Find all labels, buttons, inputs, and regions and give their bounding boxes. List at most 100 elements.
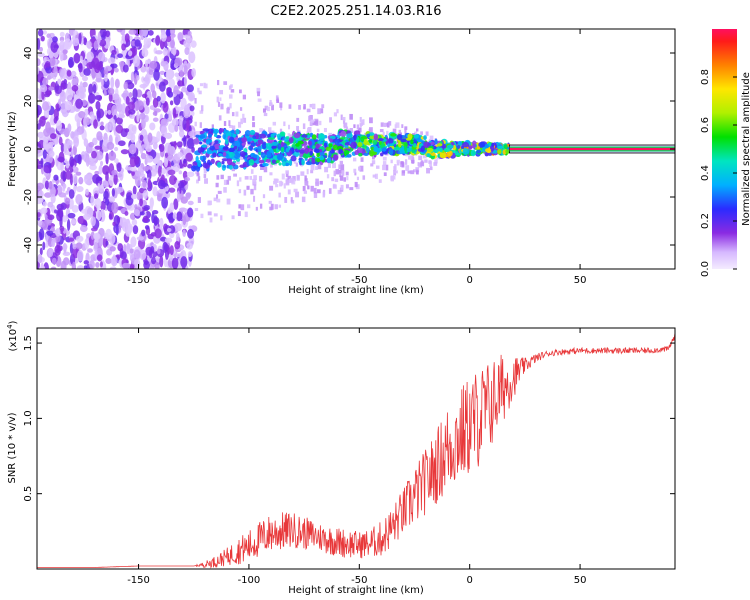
spectrogram-cell	[68, 237, 75, 242]
spectrogram-cell	[322, 191, 326, 198]
spectrogram-cell	[147, 37, 152, 45]
spectrogram-cell	[290, 155, 297, 162]
spectrogram-cell	[335, 169, 340, 175]
spectrogram-cell	[55, 103, 60, 110]
spectrogram-cell	[109, 125, 114, 131]
spectrogram-cell	[47, 214, 55, 221]
spectrogram-cell	[192, 161, 196, 166]
spectrogram-cell	[395, 122, 400, 128]
spectrogram-cell	[60, 260, 67, 269]
spectrogram-cell	[167, 145, 174, 158]
figure-title: C2E2.2025.251.14.03.R16	[270, 4, 441, 19]
spectrogram-cell	[433, 162, 438, 166]
spectrogram-cell	[490, 144, 495, 152]
spectrogram-cell	[195, 155, 199, 163]
snr-x-label: Height of straight line (km)	[288, 585, 424, 596]
spectrogram-cell	[317, 163, 322, 170]
spectrogram-cell	[177, 151, 183, 158]
spectrogram-y-label: Frequency (Hz)	[7, 111, 18, 187]
spectrogram-cell	[193, 131, 197, 138]
spectrogram-cell	[60, 142, 65, 153]
spectrogram-cell	[228, 164, 233, 170]
spectrogram-cell	[229, 103, 232, 109]
spectrogram-cell	[107, 109, 112, 115]
spectrogram-cell	[152, 141, 158, 150]
spectrogram-cell	[413, 169, 417, 173]
spectrogram-cell	[213, 128, 220, 134]
spectrogram-cell	[340, 164, 345, 171]
spectrogram-cell	[72, 243, 77, 250]
spectrogram-cell	[147, 132, 153, 143]
spectrogram-cell	[244, 211, 248, 218]
spectrogram-cell	[197, 87, 200, 93]
spectrogram-cell	[110, 255, 118, 267]
spectrogram-cell	[295, 143, 300, 147]
spectrogram-cell	[195, 171, 198, 175]
spectrogram-cell	[187, 207, 194, 218]
spectrogram-cell	[271, 141, 278, 146]
spectrogram-cell	[256, 87, 261, 94]
spectrogram-cell	[304, 181, 309, 186]
spectrogram-cell	[369, 117, 373, 124]
spectrogram-cell	[98, 165, 103, 175]
spectrogram-cell	[452, 144, 457, 151]
spectrogram-cell	[346, 176, 349, 181]
spectrogram-cell	[88, 83, 94, 96]
spectrogram-cell	[191, 67, 196, 78]
spectrogram-cell	[484, 144, 490, 149]
spectrogram-cell	[324, 166, 329, 173]
spectrogram-cell	[269, 99, 272, 104]
spectrogram-cell	[128, 92, 133, 98]
spectrogram-cell	[168, 78, 176, 89]
spectrogram-cell	[334, 138, 340, 146]
spectrogram-cell	[37, 198, 42, 205]
spectrogram-cell	[230, 89, 235, 93]
spectrogram-cell	[394, 170, 398, 174]
spectrogram-cell	[210, 158, 215, 164]
spectrogram-cell	[260, 152, 266, 159]
spectrogram-cell	[272, 121, 277, 126]
spectrogram-cell	[75, 193, 83, 205]
spectrogram-cell	[340, 184, 344, 191]
spectrogram-cell	[258, 159, 265, 164]
spectrogram-cell	[222, 146, 229, 150]
spectrogram-cell	[117, 53, 123, 58]
spectrogram-cell	[100, 160, 104, 167]
spectrogram-cell	[176, 141, 183, 148]
spectrogram-cell	[163, 258, 168, 268]
spectrogram-cell	[51, 257, 57, 265]
spectrogram-cell	[242, 113, 245, 119]
spectrogram-cell	[218, 128, 225, 133]
spectrogram-cell	[163, 60, 169, 71]
spectrogram-cell	[96, 254, 103, 262]
spectrogram-cell	[372, 139, 378, 145]
spectrogram-cell	[382, 164, 386, 171]
spectrogram-cell	[152, 117, 159, 122]
spectrogram-cell	[198, 138, 202, 144]
spectrogram-cell	[91, 150, 97, 159]
spectrogram-cell	[404, 128, 407, 134]
spectrogram-cell	[184, 176, 191, 182]
spectrogram-cell	[188, 131, 194, 137]
spectrogram-cell	[174, 124, 179, 133]
spectrogram-cell	[382, 131, 385, 137]
spectrogram-cell	[405, 165, 410, 171]
spectrogram-cell	[102, 31, 107, 38]
spectrogram-cell	[37, 29, 44, 37]
spectrogram-cell	[327, 163, 331, 168]
spectrogram-cell	[72, 165, 76, 171]
spectrogram-cell	[269, 185, 274, 191]
spectrogram-cell	[111, 169, 118, 176]
spectrogram-cell	[73, 30, 78, 36]
spectrogram-cell	[182, 118, 187, 130]
spectrogram-cell	[231, 125, 236, 132]
spectrogram-cell	[47, 90, 52, 96]
spectrogram-cell	[368, 132, 375, 136]
spectrogram-cell	[113, 131, 118, 136]
spectrogram-cell	[218, 115, 222, 121]
spectrogram-cell	[126, 82, 135, 90]
spectrogram-cell	[437, 153, 441, 158]
spectrogram-cell	[432, 145, 437, 150]
spectrogram-cell	[222, 151, 227, 157]
spectrogram-cell	[218, 153, 223, 157]
